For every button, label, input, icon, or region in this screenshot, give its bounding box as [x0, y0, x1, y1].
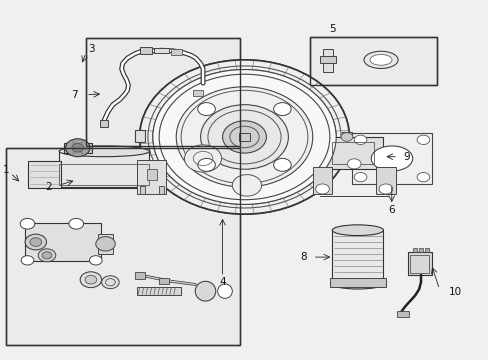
Bar	[310, 37, 436, 85]
Ellipse shape	[331, 279, 383, 289]
Bar	[86, 39, 239, 146]
Text: 4: 4	[219, 277, 225, 287]
Bar	[171, 49, 182, 55]
Bar	[98, 234, 113, 253]
Circle shape	[140, 60, 348, 214]
Text: 9: 9	[402, 152, 409, 162]
Bar	[58, 161, 151, 188]
Ellipse shape	[363, 51, 397, 68]
Circle shape	[176, 87, 312, 187]
Circle shape	[20, 219, 35, 229]
Bar	[331, 230, 383, 284]
Bar	[310, 37, 436, 85]
Circle shape	[85, 275, 97, 284]
Bar	[5, 148, 239, 345]
Circle shape	[21, 256, 34, 265]
Bar	[159, 278, 168, 284]
Circle shape	[416, 172, 429, 182]
Circle shape	[416, 135, 429, 144]
Circle shape	[222, 121, 266, 153]
Circle shape	[80, 272, 102, 288]
Circle shape	[197, 158, 215, 171]
Circle shape	[30, 238, 41, 246]
Text: 10: 10	[447, 287, 461, 297]
Circle shape	[353, 172, 366, 182]
Circle shape	[184, 145, 221, 172]
Bar	[425, 248, 428, 252]
Text: 6: 6	[387, 206, 394, 216]
Bar	[100, 121, 108, 127]
Bar	[5, 148, 239, 345]
Ellipse shape	[59, 146, 149, 157]
Ellipse shape	[217, 284, 232, 298]
Ellipse shape	[195, 281, 215, 301]
Ellipse shape	[370, 146, 412, 171]
Circle shape	[378, 184, 392, 194]
Bar	[135, 272, 144, 279]
Bar	[64, 143, 92, 153]
Circle shape	[153, 69, 335, 204]
Text: 2: 2	[45, 182, 52, 192]
Bar	[25, 223, 101, 261]
Circle shape	[273, 103, 291, 116]
Bar	[140, 186, 144, 194]
Bar	[238, 133, 250, 141]
Circle shape	[42, 252, 52, 259]
Circle shape	[273, 158, 291, 171]
Bar	[59, 164, 149, 185]
Circle shape	[25, 234, 46, 250]
Circle shape	[38, 249, 56, 262]
Bar	[418, 248, 422, 252]
Bar	[331, 141, 373, 164]
Bar	[409, 255, 428, 273]
Bar	[59, 151, 149, 187]
Bar	[159, 186, 163, 194]
Circle shape	[140, 60, 348, 214]
Circle shape	[89, 256, 102, 265]
Bar	[396, 311, 408, 317]
Text: 1: 1	[3, 165, 10, 175]
Bar	[325, 137, 383, 169]
Circle shape	[65, 139, 90, 157]
Text: 7: 7	[71, 90, 78, 100]
Bar	[137, 160, 166, 194]
Bar	[137, 287, 181, 295]
Bar	[412, 248, 416, 252]
Ellipse shape	[369, 54, 391, 65]
Circle shape	[96, 237, 115, 251]
Bar	[140, 47, 152, 54]
Text: 8: 8	[300, 252, 306, 262]
Bar	[312, 167, 331, 194]
Circle shape	[315, 184, 329, 194]
Bar	[86, 39, 239, 146]
Circle shape	[346, 159, 360, 169]
Circle shape	[102, 276, 119, 289]
Bar	[193, 90, 203, 96]
Bar	[329, 278, 385, 287]
Bar	[407, 252, 431, 275]
Circle shape	[72, 143, 83, 152]
Bar	[154, 48, 168, 53]
Circle shape	[197, 103, 215, 116]
Text: 3: 3	[88, 44, 95, 54]
Bar	[135, 130, 144, 142]
Bar	[322, 49, 332, 72]
Text: 5: 5	[328, 24, 335, 35]
Bar	[320, 56, 335, 63]
Circle shape	[232, 175, 261, 196]
Bar	[27, 161, 61, 188]
Circle shape	[353, 135, 366, 144]
Bar	[351, 134, 431, 184]
Ellipse shape	[331, 225, 383, 235]
Circle shape	[200, 105, 288, 169]
Circle shape	[340, 133, 352, 141]
Bar	[147, 169, 157, 180]
Bar	[341, 132, 351, 142]
Circle shape	[69, 219, 83, 229]
Bar	[375, 167, 395, 194]
